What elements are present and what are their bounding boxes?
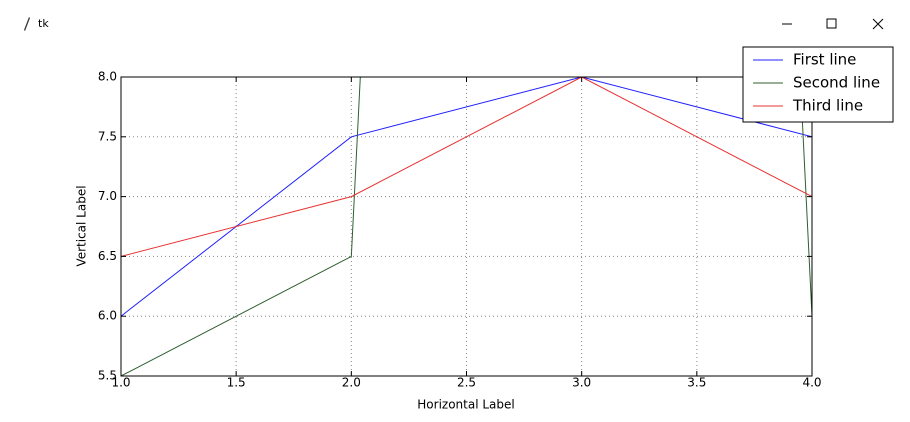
- legend-label: First line: [793, 51, 856, 69]
- plot-lines: [121, 77, 812, 376]
- legend-label: Second line: [793, 74, 880, 92]
- close-button[interactable]: [872, 18, 884, 30]
- x-axis-label: Horizontal Label: [417, 398, 514, 412]
- ticks: 1.0 1.5 2.0 2.5 3.0 3.5 4.0 5.5 6.0 6.5 7.0 7.5 8.0: [98, 70, 822, 390]
- legend-label: Third line: [792, 97, 863, 115]
- y-tick-label: 8.0: [98, 70, 117, 84]
- x-tick-label: 1.0: [111, 376, 130, 390]
- y-tick-label: 6.5: [98, 249, 117, 263]
- x-tick-label: 4.0: [802, 376, 821, 390]
- x-tick-label: 3.0: [572, 376, 591, 390]
- app-icon: [24, 17, 30, 31]
- x-tick-label: 2.0: [342, 376, 361, 390]
- x-tick-label: 2.5: [457, 376, 476, 390]
- y-axis-label: Vertical Label: [75, 185, 89, 266]
- x-tick-label: 3.5: [687, 376, 706, 390]
- y-tick-label: 7.5: [98, 129, 117, 143]
- y-tick-label: 7.0: [98, 189, 117, 203]
- window-title: tk: [38, 17, 49, 30]
- legend: First line Second line Third line: [742, 46, 894, 123]
- x-tick-label: 1.5: [227, 376, 246, 390]
- data-line: [121, 77, 812, 257]
- y-tick-label: 6.0: [98, 309, 117, 323]
- maximize-button[interactable]: [826, 18, 837, 29]
- data-line: [121, 77, 812, 376]
- y-tick-label: 5.5: [98, 369, 117, 383]
